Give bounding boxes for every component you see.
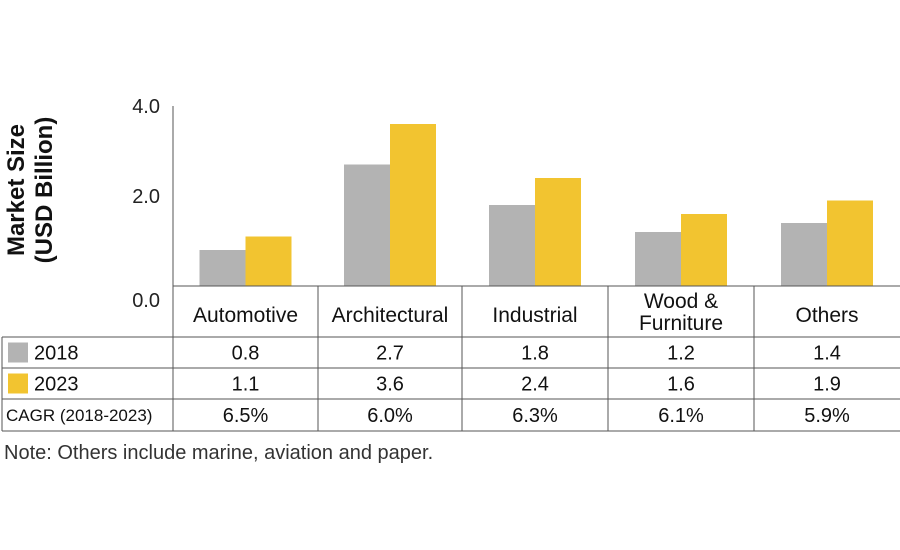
y-tick-label: 2.0 — [132, 186, 160, 208]
category-label-line: Industrial — [492, 304, 577, 327]
data-label-2018: 2.7 — [376, 343, 404, 365]
cagr-row-label: CAGR (2018-2023) — [6, 406, 152, 425]
bar-2018-3 — [635, 232, 681, 286]
cagr-value: 6.1% — [658, 405, 704, 427]
category-label-line: Wood & — [644, 290, 718, 313]
category-label: Others — [795, 304, 858, 327]
cagr-value: 6.0% — [367, 405, 413, 427]
data-label-2018: 1.8 — [521, 343, 549, 365]
data-label-2023: 1.6 — [667, 374, 695, 396]
bar-2018-2 — [489, 205, 535, 286]
category-label-line: Furniture — [639, 312, 723, 335]
data-label-2023: 2.4 — [521, 374, 549, 396]
y-axis-label-line: Market Size — [3, 124, 30, 256]
category-label: Industrial — [492, 304, 577, 327]
data-label-2023: 3.6 — [376, 374, 404, 396]
cagr-value: 6.3% — [512, 405, 558, 427]
cagr-value: 6.5% — [223, 405, 269, 427]
data-label-2018: 0.8 — [232, 343, 260, 365]
bar-2023-3 — [681, 214, 727, 286]
y-axis-label: Market Size(USD Billion) — [3, 117, 58, 264]
bar-2023-0 — [245, 236, 292, 286]
legend-label-2018: 2018 — [34, 343, 79, 365]
legend-label-2023: 2023 — [34, 374, 79, 396]
y-axis-label-line: (USD Billion) — [31, 117, 58, 264]
y-tick-label: 4.0 — [132, 96, 160, 118]
y-tick-label: 0.0 — [132, 290, 160, 312]
data-label-2023: 1.1 — [232, 374, 260, 396]
data-label-2023: 1.9 — [813, 374, 841, 396]
category-label: Wood & Furniture — [639, 290, 723, 335]
bar-2018-1 — [344, 164, 390, 286]
bar-2018-0 — [199, 250, 246, 286]
bar-2023-4 — [827, 200, 873, 286]
cagr-value: 5.9% — [804, 405, 850, 427]
category-label-line: Architectural — [332, 304, 449, 327]
category-label-line: Others — [795, 304, 858, 327]
category-label-line: Automotive — [193, 304, 298, 327]
data-label-2018: 1.4 — [813, 343, 841, 365]
category-label: Automotive — [193, 304, 298, 327]
category-label: Architectural — [332, 304, 449, 327]
legend-swatch-2023 — [8, 373, 28, 394]
data-label-2018: 1.2 — [667, 343, 695, 365]
bar-2023-1 — [390, 124, 436, 286]
footnote: Note: Others include marine, aviation an… — [4, 442, 433, 464]
bar-2023-2 — [535, 178, 581, 286]
legend-swatch-2018 — [8, 342, 28, 363]
bar-2018-4 — [781, 223, 827, 286]
